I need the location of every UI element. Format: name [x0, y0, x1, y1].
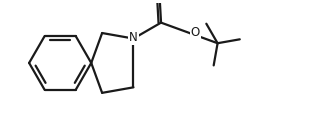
- Text: O: O: [191, 26, 200, 39]
- Text: N: N: [129, 31, 138, 44]
